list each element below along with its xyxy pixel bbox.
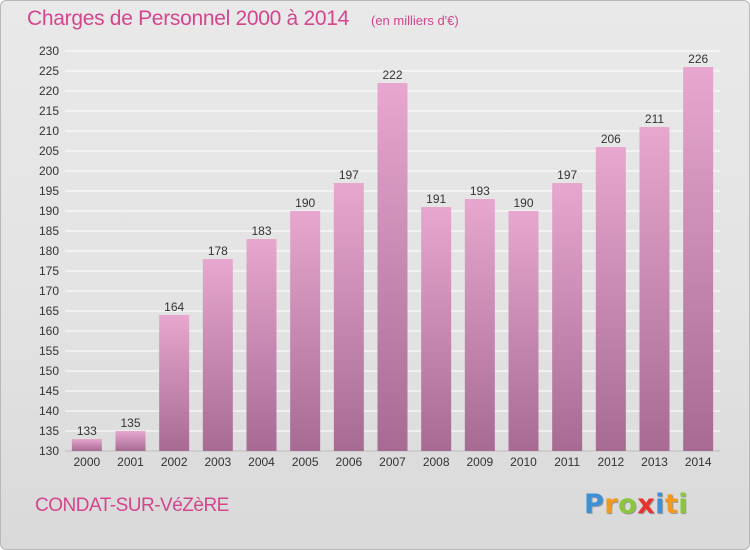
place-name: CONDAT-SUR-VéZèRE <box>35 495 229 516</box>
x-tick-label: 2013 <box>641 455 668 469</box>
y-tick-label: 195 <box>39 184 59 198</box>
x-tick-label: 2006 <box>335 455 362 469</box>
x-tick-label: 2008 <box>423 455 450 469</box>
data-label: 135 <box>120 416 140 430</box>
y-tick-label: 145 <box>39 384 59 398</box>
data-label: 222 <box>382 68 402 82</box>
y-tick-label: 155 <box>39 344 59 358</box>
data-label: 197 <box>557 168 577 182</box>
y-tick-label: 175 <box>39 264 59 278</box>
y-tick-label: 230 <box>39 44 59 58</box>
bar-2014 <box>683 67 714 451</box>
proxiti-logo[interactable]: Proxiti <box>584 489 688 520</box>
x-tick-label: 2009 <box>466 455 493 469</box>
logo-letter: i <box>678 489 689 520</box>
y-tick-label: 185 <box>39 224 59 238</box>
bar-2000 <box>71 439 102 451</box>
data-label: 190 <box>295 196 315 210</box>
bar-2001 <box>115 431 146 451</box>
y-tick-label: 150 <box>39 364 59 378</box>
logo-letter: x <box>637 489 656 520</box>
x-axis-ticks: 2000 2001 2002 2003 2004 2005 2006 2007 2008 2009… <box>73 455 711 469</box>
bar-2004 <box>246 239 277 451</box>
chart-title: Charges de Personnel 2000 à 2014 <box>27 7 349 30</box>
data-label: 164 <box>164 300 184 314</box>
x-tick-label: 2001 <box>117 455 144 469</box>
data-label: 197 <box>339 168 359 182</box>
y-tick-label: 135 <box>39 424 59 438</box>
bar-2007 <box>377 83 408 451</box>
bar-2002 <box>159 315 190 451</box>
x-tick-label: 2000 <box>73 455 100 469</box>
data-label: 190 <box>513 196 533 210</box>
x-tick-label: 2005 <box>292 455 319 469</box>
y-tick-label: 220 <box>39 84 59 98</box>
data-labels: 133 135 164 178 183 190 197 222 191 193 190 197 206 2… <box>77 52 709 438</box>
logo-letter: o <box>618 489 638 520</box>
y-tick-label: 130 <box>39 444 59 458</box>
y-tick-label: 190 <box>39 204 59 218</box>
bar-2006 <box>333 183 364 451</box>
logo-letter: t <box>664 489 679 520</box>
y-tick-label: 165 <box>39 304 59 318</box>
x-tick-label: 2007 <box>379 455 406 469</box>
bar-2005 <box>290 211 321 451</box>
bar-2009 <box>464 199 495 451</box>
bar-2003 <box>202 259 233 451</box>
bar-2011 <box>552 183 583 451</box>
x-tick-label: 2012 <box>597 455 624 469</box>
data-label: 193 <box>470 184 490 198</box>
y-tick-label: 200 <box>39 164 59 178</box>
x-tick-label: 2014 <box>685 455 712 469</box>
y-tick-label: 160 <box>39 324 59 338</box>
bar-2008 <box>421 207 452 451</box>
bar-2013 <box>639 127 670 451</box>
chart-subtitle: (en milliers d'€) <box>371 13 459 28</box>
data-label: 226 <box>688 52 708 66</box>
y-tick-label: 140 <box>39 404 59 418</box>
data-label: 206 <box>601 132 621 146</box>
y-tick-label: 225 <box>39 64 59 78</box>
x-tick-label: 2011 <box>554 455 580 469</box>
bar-2010 <box>508 211 539 451</box>
bars <box>71 67 714 451</box>
y-tick-label: 215 <box>39 104 59 118</box>
data-label: 191 <box>426 192 446 206</box>
bar-2012 <box>595 147 626 451</box>
x-tick-label: 2002 <box>161 455 188 469</box>
y-tick-label: 180 <box>39 244 59 258</box>
x-tick-label: 2010 <box>510 455 537 469</box>
data-label: 183 <box>251 224 271 238</box>
y-tick-label: 205 <box>39 144 59 158</box>
y-axis-ticks: 130 135 140 145 150 155 160 165 170 175 180 185 190 1… <box>39 44 59 458</box>
data-label: 133 <box>77 424 97 438</box>
x-tick-label: 2004 <box>248 455 275 469</box>
logo-letter: i <box>655 489 665 520</box>
y-tick-label: 170 <box>39 284 59 298</box>
data-label: 211 <box>645 112 664 126</box>
y-tick-label: 210 <box>39 124 59 138</box>
data-label: 178 <box>208 244 228 258</box>
x-tick-label: 2003 <box>204 455 231 469</box>
logo-letter: P <box>584 489 605 520</box>
logo-letter: r <box>604 489 619 520</box>
